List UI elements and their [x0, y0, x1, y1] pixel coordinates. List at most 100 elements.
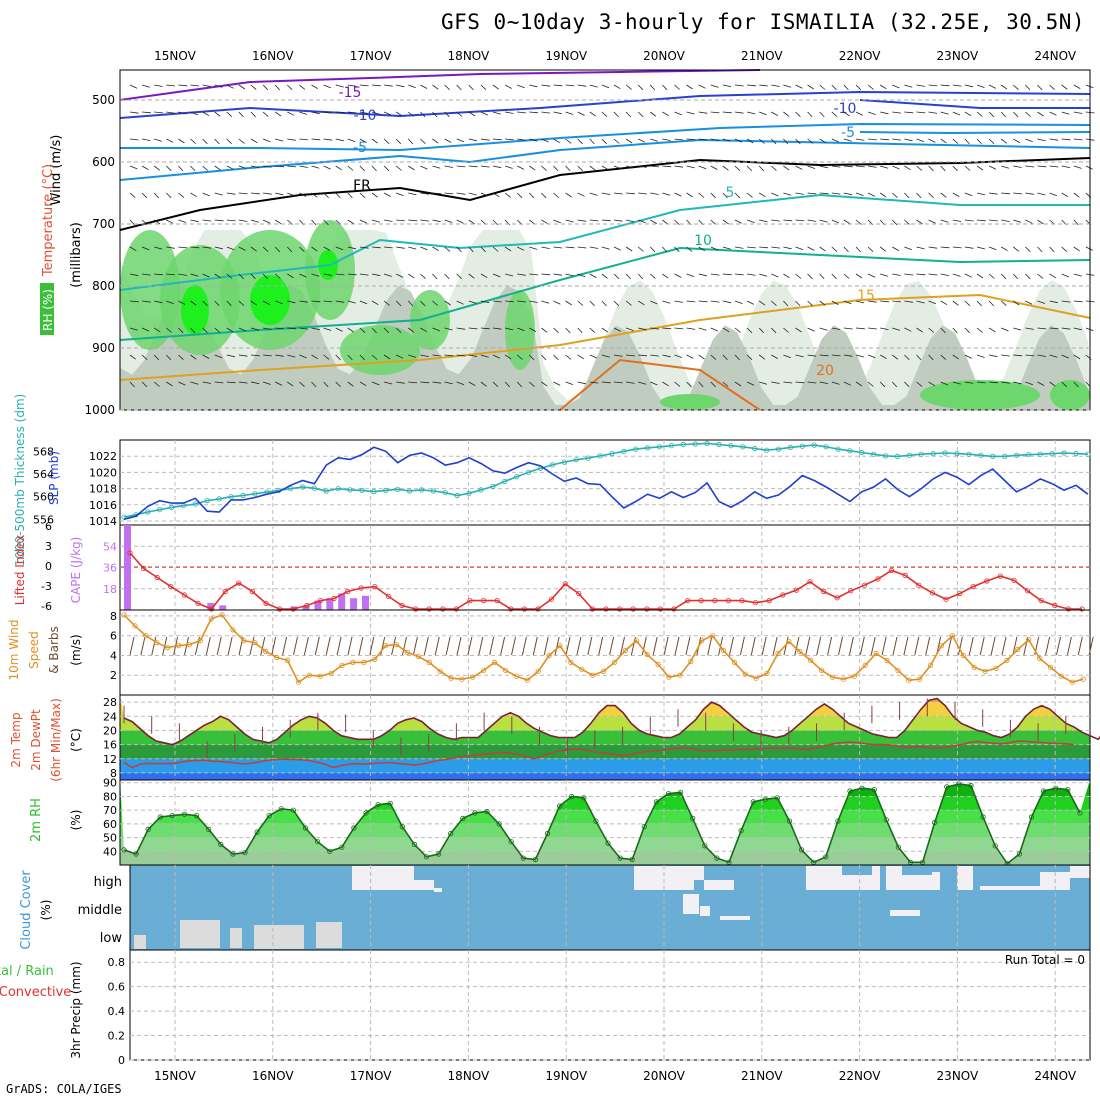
wind-barb [311, 300, 321, 303]
wind-barb [565, 138, 572, 144]
wind-barb [831, 327, 841, 330]
surface-wind-barb [805, 636, 811, 656]
wind-barb [904, 138, 913, 142]
wind-barb [916, 381, 923, 387]
wind-barb [1001, 327, 1009, 332]
cloud-block [254, 925, 304, 949]
wind-barb [408, 381, 418, 384]
wind-barb [1013, 300, 1020, 306]
wind-barb [771, 138, 777, 145]
thickness-series-point [371, 488, 377, 495]
wind-barb [916, 273, 926, 276]
wind-barb [226, 327, 234, 333]
wind-barb [637, 273, 644, 280]
wind-barb [758, 192, 766, 198]
wind-speed-series-point [753, 675, 759, 681]
lifted-index-series-point [467, 597, 473, 604]
wind-barb [952, 300, 959, 306]
rh-tick: 40 [103, 845, 117, 858]
wind-speed-series-point [524, 677, 530, 683]
wind-barb [807, 354, 817, 357]
wind-barb [795, 138, 801, 145]
wind-barb [1049, 246, 1055, 253]
wind-barb [783, 354, 791, 359]
wind-speed-series-point [415, 653, 421, 660]
wind-barb [492, 381, 499, 387]
contour-label: 20 [816, 363, 834, 379]
wind-barb [153, 381, 160, 387]
thickness-series-point [954, 450, 960, 457]
wind-barb [347, 354, 353, 361]
rh2m-series-point [169, 812, 175, 819]
wind-barb [347, 273, 357, 276]
wind-speed-series-point [688, 658, 694, 665]
wind-barb [1049, 327, 1059, 330]
wind-barb [505, 300, 514, 303]
wind-barb [988, 327, 996, 333]
wind-speed-series-point [666, 674, 672, 680]
wind-barb [263, 165, 272, 168]
wind-barb [311, 138, 321, 141]
wind-barb [287, 84, 293, 90]
wind-barb [952, 354, 959, 360]
wind-barb [262, 111, 269, 117]
wind-barb [855, 273, 863, 279]
wind-barb [904, 192, 910, 199]
wind-barb [553, 192, 559, 198]
rh2m-series-point [496, 821, 502, 827]
wind-tick: 2 [110, 669, 117, 682]
thickness-series-point [287, 486, 294, 492]
wind-barb [444, 138, 452, 143]
wind-barb [1000, 84, 1008, 90]
wind-barb [553, 165, 559, 172]
wind-barb [166, 300, 174, 305]
rh2m-series-point [387, 800, 393, 806]
wind-barb [262, 246, 269, 252]
lifted-index-series-point [453, 606, 459, 612]
wind-barb [396, 192, 404, 197]
wind-barb [359, 300, 368, 305]
wind-barb [323, 165, 331, 170]
wind-speed-series-point [154, 639, 160, 646]
cloud-block [683, 894, 699, 914]
wind-barb [855, 84, 862, 91]
wind-barb [916, 246, 925, 250]
wind-barb [613, 273, 620, 279]
lifted-index-series-point [494, 597, 500, 604]
wind-barb [807, 219, 817, 222]
wind-speed-series-point [393, 641, 400, 648]
wind-barb [335, 381, 341, 387]
temp-tick: 8 [110, 767, 117, 780]
wind-barb [541, 84, 551, 87]
wind-barb [468, 354, 478, 357]
temp-tick: 20 [103, 724, 117, 737]
thickness-series-point [930, 450, 936, 457]
wind-speed-series-point [448, 675, 454, 681]
wind-barb [517, 138, 526, 141]
surface-wind-barb [652, 636, 658, 656]
surface-wind-barb [1077, 636, 1083, 656]
thickness-series-point [1025, 452, 1032, 458]
wind-barb [141, 327, 150, 332]
wind-barb [517, 246, 525, 251]
wind-barb [383, 138, 390, 144]
wind-barb [541, 219, 549, 225]
wind-barb [759, 381, 768, 385]
lifted-index-series-point [657, 606, 664, 612]
surface-wind-barb [402, 636, 407, 656]
temp2m-series [123, 697, 1100, 746]
wind-barb [904, 300, 913, 303]
wind-barb [1037, 165, 1047, 168]
wind-barb [238, 273, 244, 280]
wind-barb [940, 381, 949, 386]
wind-barb [795, 273, 802, 279]
rh2m-series-point [1041, 788, 1047, 794]
wind-barb [928, 138, 936, 143]
surface-wind-barb [511, 636, 516, 656]
wind-barb [1061, 246, 1068, 252]
wind-barb [916, 354, 922, 361]
wind-barb [178, 381, 186, 386]
wind-barb [541, 327, 548, 333]
wind-barb [722, 354, 728, 361]
wind-barb [783, 84, 792, 88]
